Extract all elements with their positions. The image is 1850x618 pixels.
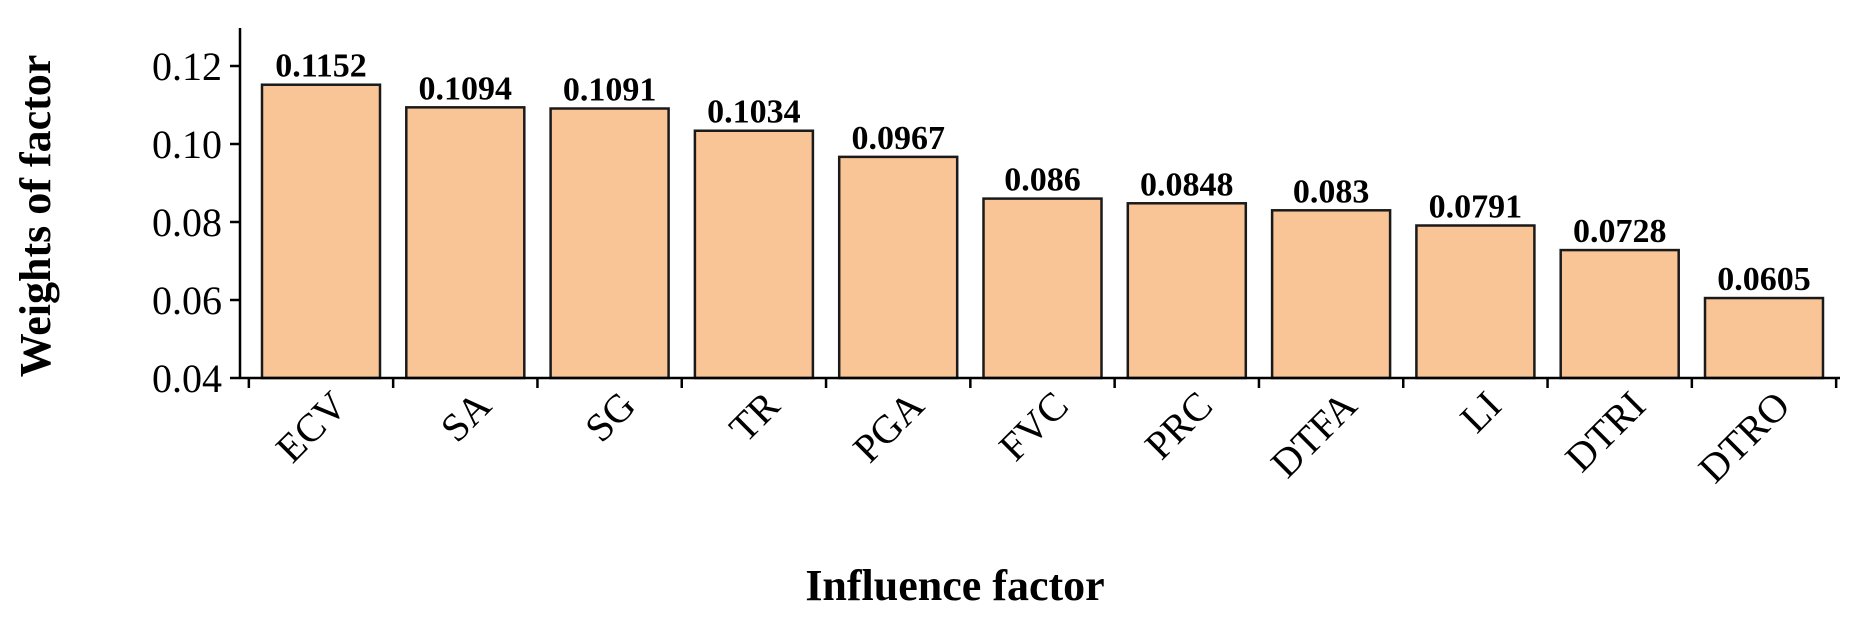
value-label-dtri: 0.0728 xyxy=(1573,213,1667,250)
bar-pga xyxy=(837,155,959,380)
bar-ecv xyxy=(260,83,382,380)
bars xyxy=(260,83,1825,380)
x-tick-label-fvc: FVC xyxy=(990,383,1077,470)
y-axis: 0.04 0.06 0.08 0.10 0.12 xyxy=(152,28,242,401)
value-label-fvc: 0.086 xyxy=(1004,162,1081,199)
value-label-pga: 0.0967 xyxy=(851,120,945,157)
bar-sg xyxy=(549,107,670,380)
y-tick-label: 0.10 xyxy=(152,122,222,167)
x-tick-label-ecv: ECV xyxy=(267,382,355,470)
y-tick-label: 0.04 xyxy=(152,356,222,401)
bar-dtro xyxy=(1703,296,1825,380)
x-tick-label-dtri: DTRI xyxy=(1556,383,1654,481)
bar-tr xyxy=(693,129,815,380)
x-tick-label-sa: SA xyxy=(432,382,500,450)
x-tick-label-dtro: DTRO xyxy=(1690,383,1799,492)
bar-dtri xyxy=(1559,248,1680,380)
bar-li xyxy=(1415,224,1536,380)
value-label-dtfa: 0.083 xyxy=(1293,173,1370,210)
y-tick-label: 0.12 xyxy=(152,44,222,89)
x-axis: ECV SA SG TR PGA FVC PRC DTFA LI DTRI DTRO xyxy=(240,376,1840,492)
x-tick-label-sg: SG xyxy=(576,383,644,451)
value-label-li: 0.0791 xyxy=(1429,189,1523,226)
value-label-prc: 0.0848 xyxy=(1140,166,1234,203)
value-label-sg: 0.1091 xyxy=(563,72,657,109)
value-label-tr: 0.1034 xyxy=(707,94,801,131)
bar-sa xyxy=(405,106,526,380)
x-tick-label-li: LI xyxy=(1451,383,1510,442)
x-tick-label-tr: TR xyxy=(720,382,788,450)
x-tick-label-pga: PGA xyxy=(844,382,932,470)
y-axis-title: Weights of factor xyxy=(11,55,60,378)
bar-prc xyxy=(1126,202,1248,380)
bar-dtfa xyxy=(1270,209,1392,380)
y-tick-label: 0.06 xyxy=(152,278,222,323)
y-tick-label: 0.08 xyxy=(152,200,222,245)
x-axis-title: Influence factor xyxy=(805,561,1104,610)
bar-fvc xyxy=(982,197,1103,380)
x-tick-label-prc: PRC xyxy=(1136,383,1221,468)
value-label-ecv: 0.1152 xyxy=(275,48,367,85)
value-label-dtro: 0.0605 xyxy=(1717,261,1811,298)
x-tick-label-dtfa: DTFA xyxy=(1262,382,1366,486)
value-label-sa: 0.1094 xyxy=(419,70,513,107)
value-labels: 0.1152 0.1094 0.1091 0.1034 0.0967 0.086 0.084… xyxy=(275,48,1811,298)
